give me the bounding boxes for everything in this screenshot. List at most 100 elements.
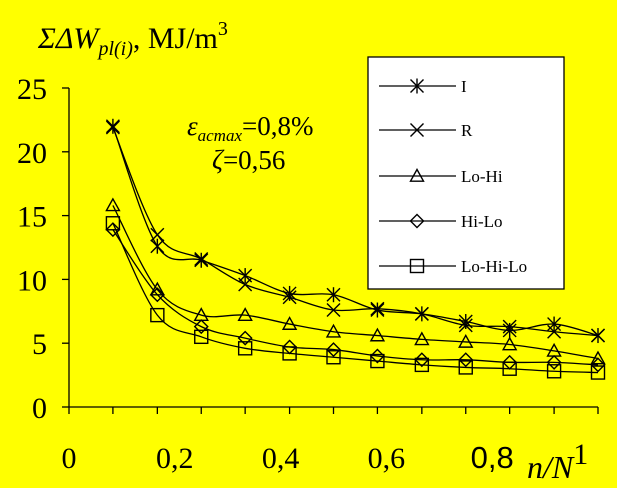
marker-shape xyxy=(409,258,425,274)
series-line xyxy=(112,222,599,374)
triangle-marker xyxy=(409,168,425,182)
x-marker xyxy=(105,120,120,135)
marker-shape xyxy=(326,350,341,365)
diamond-marker xyxy=(369,348,385,364)
marker-shape xyxy=(194,329,209,345)
legend-label: I xyxy=(461,77,467,96)
diamond-marker xyxy=(590,357,606,373)
triangle-marker xyxy=(458,333,474,348)
marker-shape xyxy=(237,341,253,356)
series-lo-hi-lo xyxy=(105,216,606,380)
square-marker xyxy=(590,365,606,380)
legend-entry: Hi-Lo xyxy=(379,212,503,231)
marker-shape xyxy=(546,364,562,379)
marker-shape xyxy=(326,342,341,358)
x-axis-label-main: n/N xyxy=(527,449,575,485)
series-layer xyxy=(105,118,606,380)
diamond-marker xyxy=(149,287,165,303)
x-marker xyxy=(410,123,424,137)
legend: I R Lo-Hi Hi-Lo Lo-Hi-Lo xyxy=(367,56,565,290)
square-marker xyxy=(409,258,425,274)
marker-stroke xyxy=(370,301,385,316)
title-superscript: 3 xyxy=(218,18,228,40)
zeta-annotation: ζ=0,56 xyxy=(212,145,285,175)
y-tick-label: 10 xyxy=(17,264,47,297)
marker-shape xyxy=(414,357,430,373)
marker-shape xyxy=(409,168,425,182)
diamond-marker xyxy=(193,319,209,335)
marker-shape xyxy=(546,354,562,370)
legend-label: Lo-Hi-Lo xyxy=(461,257,527,276)
marker-shape xyxy=(105,216,121,231)
diamond-marker xyxy=(458,352,474,368)
marker-shape xyxy=(414,352,430,368)
triangle-marker xyxy=(237,307,253,322)
diamond-marker xyxy=(414,352,430,368)
marker-shape xyxy=(281,316,298,330)
square-marker xyxy=(502,361,517,376)
asterisk-marker xyxy=(150,238,165,254)
marker-shape xyxy=(501,336,518,351)
legend-entry: I xyxy=(379,77,467,96)
marker-shape xyxy=(282,346,297,361)
y-tick-label: 5 xyxy=(32,328,47,361)
x-marker xyxy=(370,301,385,316)
diamond-marker xyxy=(105,222,121,238)
title-subscript: pl(i) xyxy=(96,38,133,60)
title-prefix: ΣΔW xyxy=(37,22,101,55)
square-marker xyxy=(150,307,165,323)
x-tick-label: 0,4 xyxy=(262,442,300,475)
asterisk-marker xyxy=(547,316,562,332)
strain-annotation: εacmax=0,8% xyxy=(187,111,313,145)
triangle-marker xyxy=(501,336,518,351)
x-axis-label: n/N1 xyxy=(527,438,588,485)
legend-label: Hi-Lo xyxy=(461,212,503,231)
marker-stroke xyxy=(591,328,605,343)
x-marker xyxy=(414,306,429,321)
legend-label: Lo-Hi xyxy=(461,167,503,186)
triangle-marker xyxy=(281,316,298,330)
marker-stroke xyxy=(194,251,209,266)
series-r xyxy=(105,120,605,343)
square-marker xyxy=(414,357,430,373)
x-marker xyxy=(458,318,473,333)
y-tick-label: 20 xyxy=(17,137,47,170)
asterisk-marker xyxy=(410,78,424,94)
diamond-marker xyxy=(326,342,341,358)
asterisk-marker xyxy=(326,287,341,303)
marker-stroke xyxy=(150,227,165,242)
strain-symbol: ε xyxy=(187,111,198,141)
marker-shape xyxy=(325,323,342,338)
x-marker xyxy=(547,324,562,339)
marker-stroke xyxy=(547,324,562,339)
marker-stroke xyxy=(458,318,473,333)
marker-shape xyxy=(369,348,385,364)
marker-shape xyxy=(370,353,385,369)
square-marker xyxy=(370,353,385,369)
marker-stroke xyxy=(414,306,429,321)
asterisk-marker xyxy=(282,285,297,301)
zeta-value: =0,56 xyxy=(223,145,285,175)
diamond-marker xyxy=(237,330,253,346)
marker-shape xyxy=(105,222,121,238)
square-marker xyxy=(546,364,562,379)
x-tick-label: 0,8 xyxy=(471,440,514,475)
x-marker xyxy=(194,251,209,266)
asterisk-marker xyxy=(105,118,120,134)
zeta-symbol: ζ xyxy=(212,145,225,175)
axes: 0 5 10 15 20 25 0 0,2 0,4 0,6 0,8 xyxy=(17,73,599,475)
marker-stroke xyxy=(502,319,517,334)
series-line xyxy=(112,205,599,360)
legend-entry: Lo-Hi-Lo xyxy=(379,257,527,276)
x-tick-label: 0 xyxy=(62,442,77,475)
chart-title: ΣΔWpl(i), MJ/m3 xyxy=(37,18,228,60)
marker-shape xyxy=(590,365,606,380)
title-suffix: , MJ/m xyxy=(133,22,218,55)
marker-shape xyxy=(414,331,430,346)
triangle-marker xyxy=(105,197,121,212)
marker-shape xyxy=(458,333,474,348)
square-marker xyxy=(458,360,473,375)
marker-shape xyxy=(369,327,386,342)
x-marker xyxy=(502,319,517,334)
